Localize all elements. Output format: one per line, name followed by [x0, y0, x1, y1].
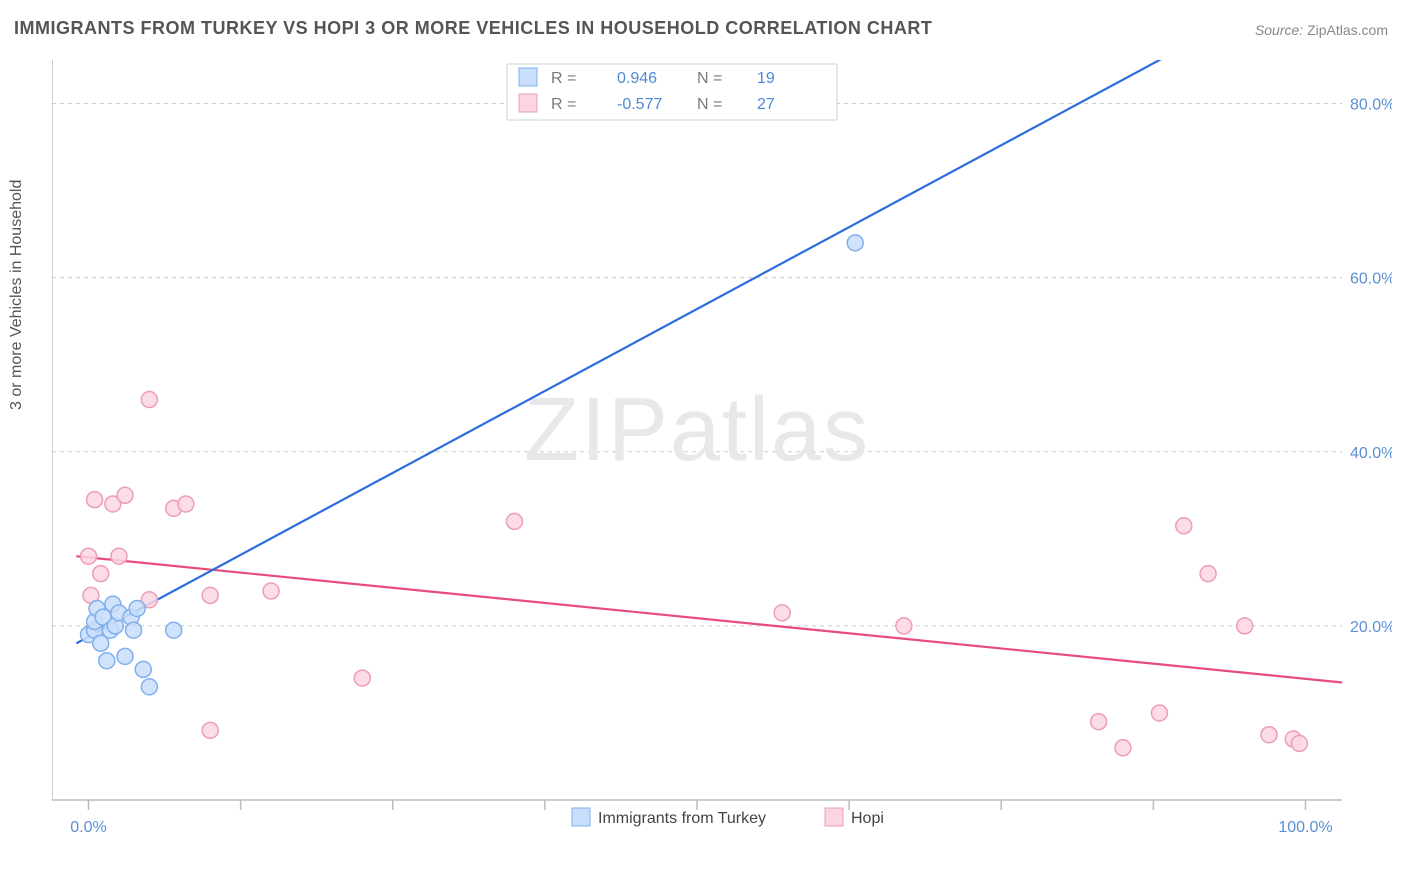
- series-legend-swatch: [825, 808, 843, 826]
- series-legend-label: Hopi: [851, 810, 884, 827]
- turkey-point: [847, 235, 863, 251]
- hopi-point: [263, 583, 279, 599]
- source-name: ZipAtlas.com: [1307, 22, 1388, 38]
- y-tick-label: 60.0%: [1350, 271, 1392, 288]
- y-tick-label: 80.0%: [1350, 97, 1392, 114]
- chart-title: IMMIGRANTS FROM TURKEY VS HOPI 3 OR MORE…: [14, 18, 932, 39]
- legend-swatch: [519, 94, 537, 112]
- hopi-point: [178, 496, 194, 512]
- scatter-svg: ZIPatlas 20.0% 40.0% 60.0% 80.0% 0.0% 100.0% R …: [52, 60, 1392, 860]
- hopi-point: [111, 548, 127, 564]
- turkey-point: [166, 622, 182, 638]
- hopi-point: [506, 513, 522, 529]
- y-tick-label: 20.0%: [1350, 619, 1392, 636]
- hopi-point: [202, 722, 218, 738]
- x-tick-label: 100.0%: [1278, 819, 1332, 836]
- hopi-point: [1200, 566, 1216, 582]
- hopi-point: [1291, 735, 1307, 751]
- hopi-point: [141, 392, 157, 408]
- turkey-point: [126, 622, 142, 638]
- plot-area: ZIPatlas20.0%40.0%60.0%80.0%0.0%100.0%R …: [52, 60, 1392, 830]
- turkey-point: [117, 648, 133, 664]
- turkey-point: [129, 600, 145, 616]
- hopi-point: [117, 487, 133, 503]
- legend-n-label: N =: [697, 96, 722, 113]
- hopi-point: [1237, 618, 1253, 634]
- legend-swatch: [519, 68, 537, 86]
- hopi-point: [1151, 705, 1167, 721]
- regression-line: [76, 60, 1159, 643]
- legend-r-label: R =: [551, 70, 576, 87]
- y-axis-label: 3 or more Vehicles in Household: [8, 180, 26, 410]
- legend-r-value: 0.946: [617, 70, 657, 87]
- legend-r-label: R =: [551, 96, 576, 113]
- watermark: ZIPatlas: [524, 380, 870, 480]
- series-legend-swatch: [572, 808, 590, 826]
- hopi-point: [896, 618, 912, 634]
- turkey-point: [141, 679, 157, 695]
- x-tick-label: 0.0%: [70, 819, 106, 836]
- source-credit: Source: ZipAtlas.com: [1255, 22, 1388, 38]
- hopi-point: [354, 670, 370, 686]
- hopi-point: [1115, 740, 1131, 756]
- source-label: Source:: [1255, 22, 1303, 38]
- hopi-point: [202, 587, 218, 603]
- hopi-point: [93, 566, 109, 582]
- series-legend-label: Immigrants from Turkey: [598, 810, 766, 827]
- hopi-point: [1261, 727, 1277, 743]
- hopi-point: [1091, 714, 1107, 730]
- hopi-point: [87, 492, 103, 508]
- hopi-point: [1176, 518, 1192, 534]
- y-tick-label: 40.0%: [1350, 445, 1392, 462]
- legend-r-value: -0.577: [617, 96, 662, 113]
- legend-n-value: 19: [757, 70, 775, 87]
- turkey-point: [135, 661, 151, 677]
- legend-n-value: 27: [757, 96, 775, 113]
- turkey-point: [99, 653, 115, 669]
- hopi-point: [81, 548, 97, 564]
- regression-line: [76, 556, 1342, 682]
- hopi-point: [774, 605, 790, 621]
- legend-n-label: N =: [697, 70, 722, 87]
